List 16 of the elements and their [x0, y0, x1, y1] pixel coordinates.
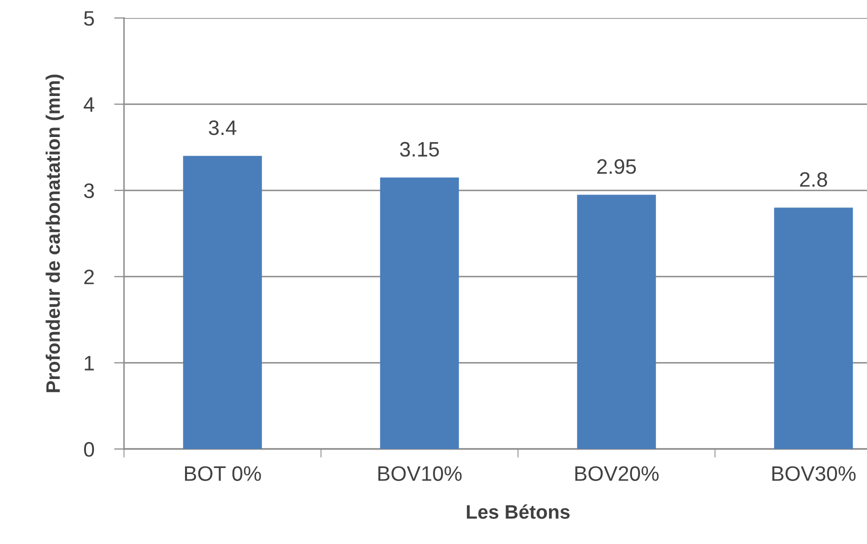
y-tick-label: 2	[84, 270, 94, 284]
x-tick-label: BOT 0%	[185, 466, 261, 481]
y-tick-label: 1	[84, 356, 94, 370]
data-label: 3.15	[400, 142, 439, 157]
y-tick-label: 0	[84, 442, 94, 457]
data-label: 3.4	[208, 120, 236, 136]
y-tick-label: 5	[84, 11, 94, 26]
data-label: 2.95	[597, 159, 636, 174]
x-tick-label: BOV20%	[575, 466, 659, 481]
x-axis-title: Les Bétons	[466, 504, 570, 519]
x-tick-label: BOV30%	[772, 466, 856, 481]
x-tick-label: BOV10%	[378, 466, 462, 481]
y-tick-label: 3	[84, 183, 94, 198]
data-label: 2.8	[800, 172, 828, 187]
y-tick-label: 4	[84, 97, 94, 112]
y-axis-title: Profondeur de carbonatation (mm)	[46, 74, 64, 392]
